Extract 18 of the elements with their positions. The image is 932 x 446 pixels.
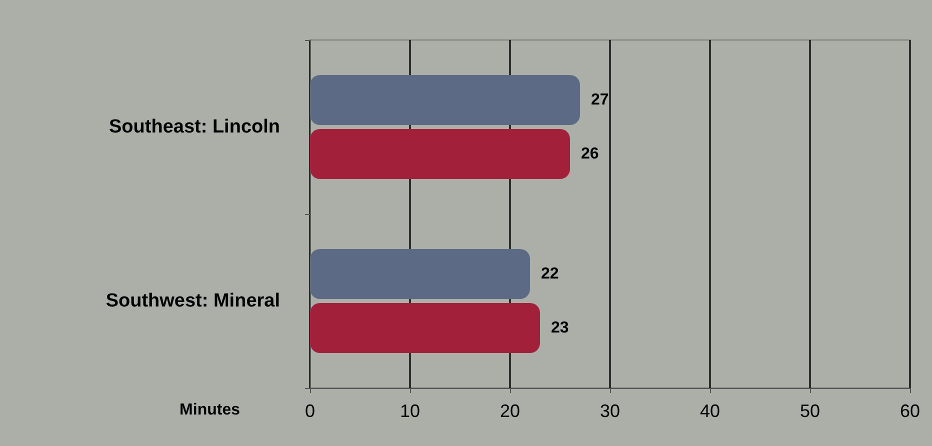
x-tick-label: 20 [500,401,520,421]
x-tick-label: 40 [700,401,720,421]
x-axis-title: Minutes [180,402,240,418]
data-label: 27 [591,92,609,108]
bar [310,303,540,353]
bar [310,129,570,179]
x-tick-label: 60 [900,401,920,421]
data-label: 26 [581,146,599,162]
data-label: 23 [551,320,569,336]
data-label: 22 [541,266,559,282]
bar [310,249,530,299]
x-tick-label: 30 [600,401,620,421]
x-tick-label: 0 [304,401,316,421]
y-tick-label: Southeast: Lincoln [109,116,280,138]
x-tick-label: 50 [800,401,820,421]
y-tick-label: Southwest: Mineral [106,290,280,312]
x-tick-label: 10 [400,401,420,421]
bar [310,75,580,125]
